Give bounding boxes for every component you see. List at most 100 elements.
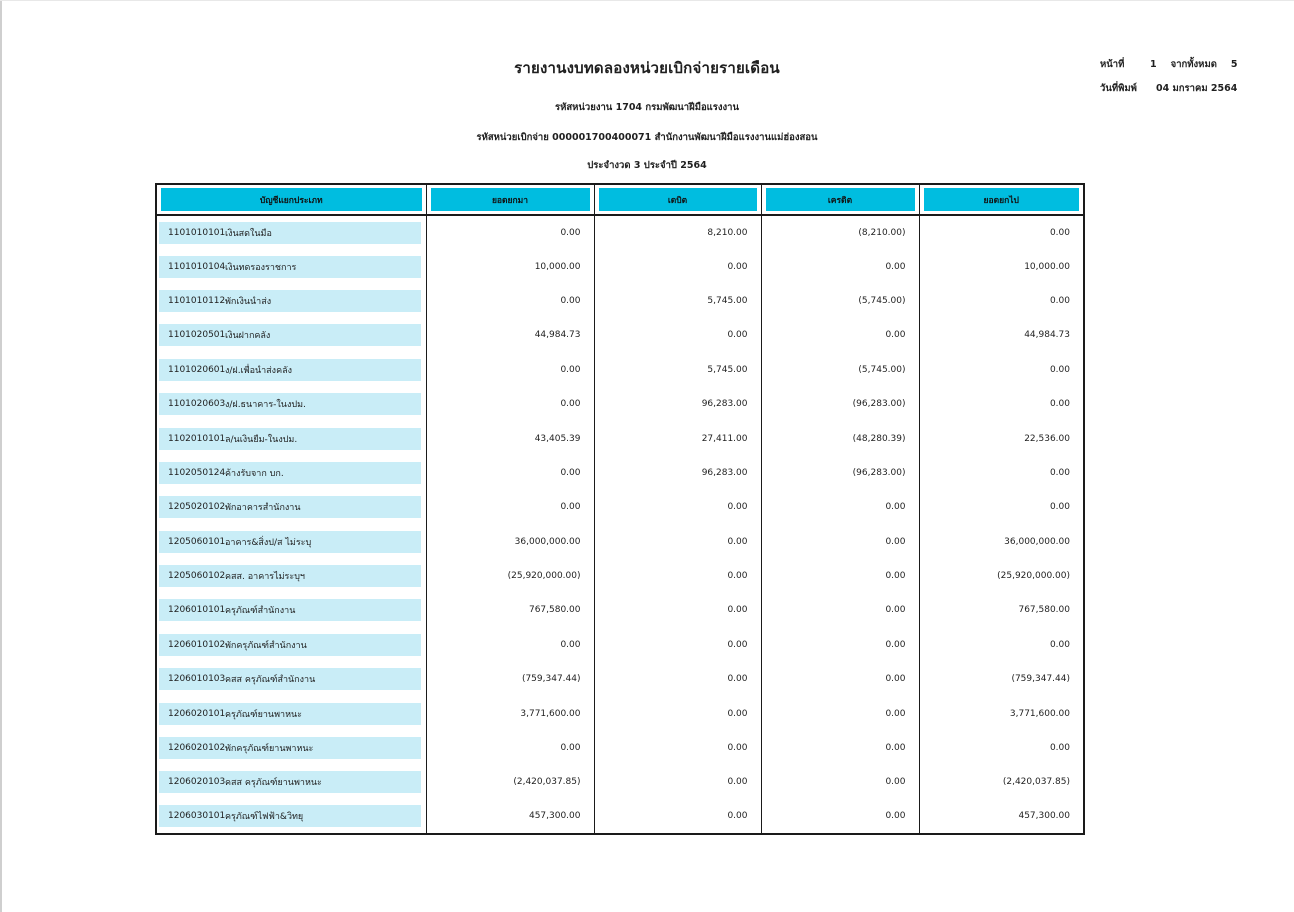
account-name: ง/ฝ.เพื่อนำส่งคลัง (225, 365, 292, 376)
debit-value: 5,745.00 (593, 283, 761, 319)
table-body: 1101010101 เงินสดในมือ 0.00 8,210.00 (8,… (156, 215, 1084, 835)
carried-forward-value: 0.00 (918, 386, 1084, 422)
carried-forward-value: 0.00 (918, 490, 1084, 525)
carried-forward-value: 0.00 (918, 215, 1084, 250)
table-row: 1101020603 ง/ฝ.ธนาคาร-ในงปม. 0.00 96,283… (156, 386, 1084, 422)
table-row: 1206010101 ครุภัณฑ์สำนักงาน 767,580.00 0… (156, 593, 1084, 628)
debit-value: 0.00 (593, 318, 761, 353)
account-band: 1205060101 อาคาร&สิ่งป/ส ไม่ระบุ (159, 530, 421, 553)
account-name: เงินทดรองราชการ (225, 262, 297, 273)
debit-value: 0.00 (593, 730, 761, 766)
debit-value: 0.00 (593, 524, 761, 559)
account-name: ครุภัณฑ์ไฟฟ้า&วิทยุ (225, 812, 304, 823)
carried-forward-value: 0.00 (918, 627, 1084, 663)
table-row: 1101010104 เงินทดรองราชการ 10,000.00 0.0… (156, 249, 1084, 284)
header-debit: เดบิต (593, 184, 761, 216)
table-row: 1206020102 พักครุภัณฑ์ยานพาหนะ 0.00 0.00… (156, 730, 1084, 766)
header-brought-forward-label: ยอดยกมา (430, 188, 590, 211)
account-code: 1206010101 (168, 605, 226, 616)
page-meta: หน้าที่ 1 จากทั้งหมด 5 วันที่พิมพ์ 04 มก… (1100, 57, 1260, 105)
account-cell: 1101020501 เงินฝากคลัง (156, 318, 426, 352)
debit-value: 8,210.00 (593, 215, 761, 250)
brought-forward-value: 0.00 (425, 490, 594, 525)
credit-value: 0.00 (760, 593, 919, 628)
credit-value: 0.00 (760, 558, 919, 594)
brought-forward-value: 0.00 (425, 215, 594, 250)
page-number-value: 1 (1150, 59, 1157, 70)
account-band: 1205020102 พักอาคารสำนักงาน (159, 496, 421, 519)
credit-value: 0.00 (760, 524, 919, 559)
carried-forward-value: 0.00 (918, 283, 1084, 319)
brought-forward-value: 43,405.39 (425, 421, 594, 456)
trial-balance-table-wrapper: บัญชีแยกประเภท ยอดยกมา เดบิต เครดิต ยอดย… (155, 183, 1085, 836)
account-cell: 1206010103 คสส ครุภัณฑ์สำนักงาน (156, 662, 426, 696)
trial-balance-table: บัญชีแยกประเภท ยอดยกมา เดบิต เครดิต ยอดย… (155, 183, 1085, 836)
debit-value: 0.00 (593, 696, 761, 731)
account-code: 1102010101 (168, 433, 226, 444)
account-cell: 1101020601 ง/ฝ.เพื่อนำส่งคลัง (156, 353, 426, 387)
brought-forward-value: (2,420,037.85) (425, 765, 594, 800)
carried-forward-value: 0.00 (918, 730, 1084, 766)
account-name: อาคาร&สิ่งป/ส ไม่ระบุ (225, 537, 312, 548)
account-cell: 1206020101 ครุภัณฑ์ยานพาหนะ (156, 696, 426, 730)
account-cell: 1205060102 คสส. อาคารไม่ระบุฯ (156, 559, 426, 593)
header-credit-label: เครดิต (765, 188, 915, 211)
account-code: 1101010104 (168, 261, 226, 272)
credit-value: (96,283.00) (760, 386, 919, 422)
table-row: 1205020102 พักอาคารสำนักงาน 0.00 0.00 0.… (156, 490, 1084, 525)
debit-value: 0.00 (593, 627, 761, 663)
credit-value: 0.00 (760, 765, 919, 800)
account-band: 1206010101 ครุภัณฑ์สำนักงาน (159, 599, 421, 622)
account-cell: 1102010101 ล/นเงินยืม-ในงปม. (156, 421, 426, 455)
account-code: 1101020501 (168, 330, 226, 341)
account-band: 1206010103 คสส ครุภัณฑ์สำนักงาน (159, 668, 421, 691)
debit-value: 27,411.00 (593, 421, 761, 456)
debit-value: 0.00 (593, 765, 761, 800)
table-row: 1205060101 อาคาร&สิ่งป/ส ไม่ระบุ 36,000,… (156, 524, 1084, 559)
carried-forward-value: 36,000,000.00 (918, 524, 1084, 559)
brought-forward-value: 0.00 (425, 455, 594, 491)
account-cell: 1206020102 พักครุภัณฑ์ยานพาหนะ (156, 731, 426, 765)
table-row: 1206010102 พักครุภัณฑ์สำนักงาน 0.00 0.00… (156, 627, 1084, 663)
carried-forward-value: 44,984.73 (918, 318, 1084, 353)
page-top-edge (0, 0, 1294, 1)
account-band: 1102010101 ล/นเงินยืม-ในงปม. (159, 427, 421, 450)
account-code: 1206020102 (168, 743, 226, 754)
debit-value: 5,745.00 (593, 352, 761, 387)
brought-forward-value: 0.00 (425, 627, 594, 663)
debit-value: 0.00 (593, 558, 761, 594)
account-code: 1205060102 (168, 571, 226, 582)
debit-value: 0.00 (593, 593, 761, 628)
table-row: 1206020101 ครุภัณฑ์ยานพาหนะ 3,771,600.00… (156, 696, 1084, 731)
credit-value: 0.00 (760, 627, 919, 663)
brought-forward-value: 0.00 (425, 386, 594, 422)
header-account: บัญชีแยกประเภท (156, 184, 426, 216)
table-row: 1102050124 ค้างรับจาก บก. 0.00 96,283.00… (156, 455, 1084, 491)
carried-forward-value: 22,536.00 (918, 421, 1084, 456)
brought-forward-value: 767,580.00 (425, 593, 594, 628)
account-name: ง/ฝ.ธนาคาร-ในงปม. (225, 400, 306, 411)
brought-forward-value: 44,984.73 (425, 318, 594, 353)
account-cell: 1206030101 ครุภัณฑ์ไฟฟ้า&วิทยุ (156, 800, 426, 834)
credit-value: (5,745.00) (760, 283, 919, 319)
debit-value: 0.00 (593, 799, 761, 835)
header-brought-forward: ยอดยกมา (425, 184, 594, 216)
account-cell: 1101020603 ง/ฝ.ธนาคาร-ในงปม. (156, 387, 426, 421)
page-number-label: หน้าที่ (1100, 59, 1125, 70)
account-cell: 1102050124 ค้างรับจาก บก. (156, 456, 426, 490)
account-name: คสส ครุภัณฑ์สำนักงาน (225, 675, 316, 686)
account-name: เงินฝากคลัง (225, 331, 271, 342)
debit-value: 0.00 (593, 490, 761, 525)
account-code: 1205060101 (168, 536, 226, 547)
print-date-value: 04 มกราคม 2564 (1156, 83, 1238, 94)
account-band: 1206020103 คสส ครุภัณฑ์ยานพาหนะ (159, 771, 421, 794)
account-band: 1206020102 พักครุภัณฑ์ยานพาหนะ (159, 737, 421, 760)
print-date-row: วันที่พิมพ์ 04 มกราคม 2564 (1100, 81, 1260, 96)
account-code: 1102050124 (168, 467, 226, 478)
table-row: 1101020601 ง/ฝ.เพื่อนำส่งคลัง 0.00 5,745… (156, 352, 1084, 387)
account-name: คสส. อาคารไม่ระบุฯ (225, 572, 305, 583)
account-band: 1102050124 ค้างรับจาก บก. (159, 461, 421, 484)
brought-forward-value: 0.00 (425, 283, 594, 319)
account-name: คสส ครุภัณฑ์ยานพาหนะ (225, 778, 322, 789)
account-band: 1101020501 เงินฝากคลัง (159, 324, 421, 347)
